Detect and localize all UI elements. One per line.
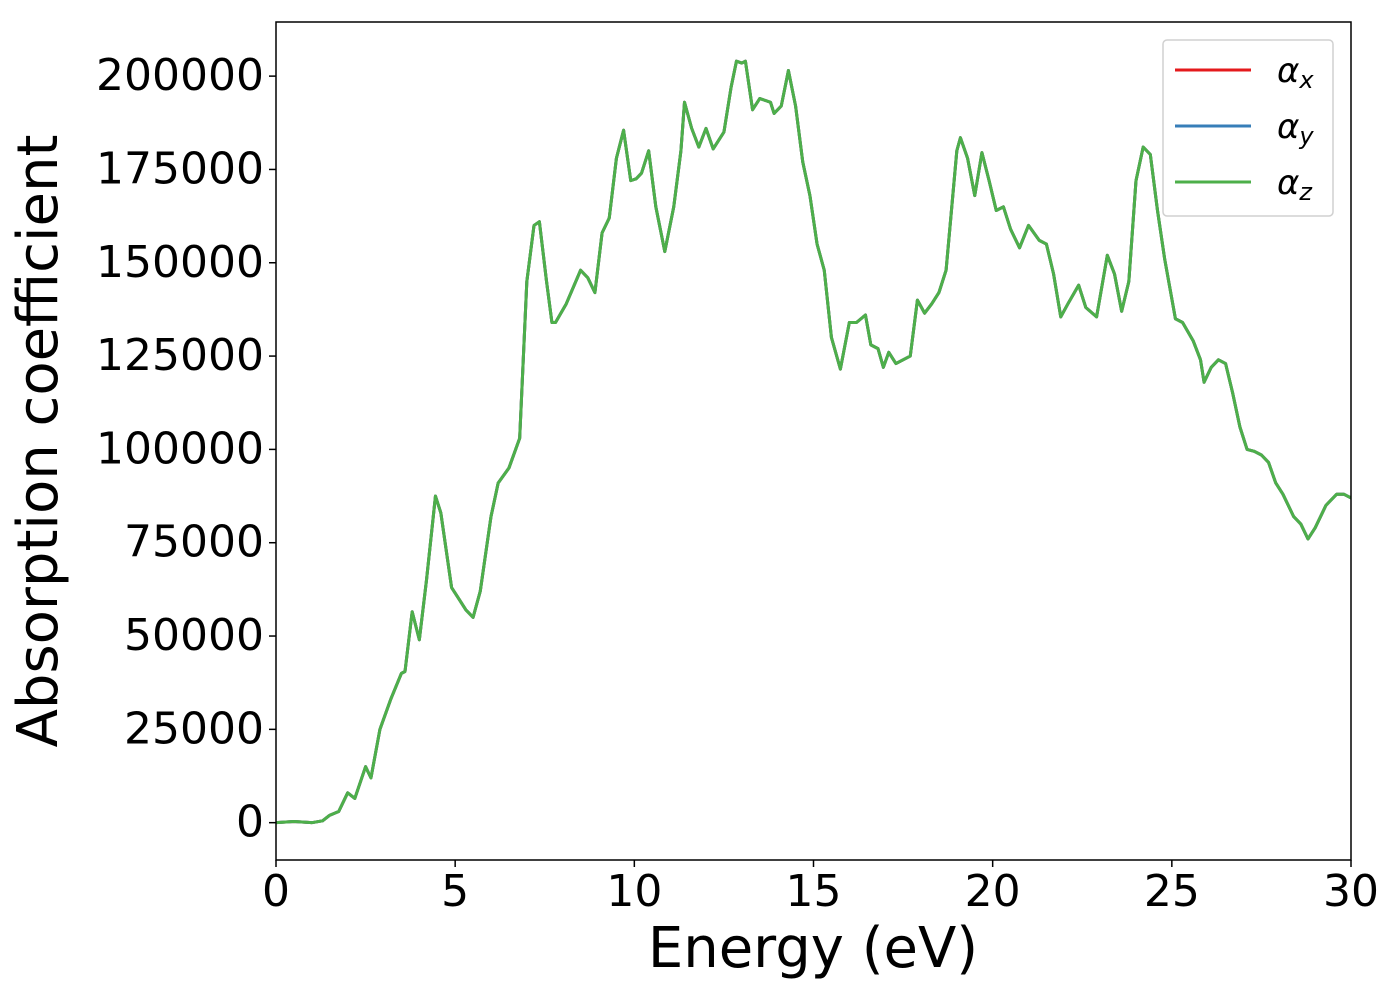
- y-tick-label: 75000: [124, 517, 264, 568]
- plot-frame: [275, 21, 1352, 861]
- y-tick-label: 0: [236, 797, 264, 848]
- x-tick-label: 15: [786, 866, 842, 917]
- x-tick-label: 5: [441, 866, 469, 917]
- y-tick-label: 200000: [96, 50, 264, 101]
- y-tick-label: 125000: [96, 330, 264, 381]
- y-tick-label: 175000: [96, 143, 264, 194]
- legend-label: αx: [1277, 51, 1314, 95]
- x-tick-label: 0: [262, 866, 290, 917]
- x-axis-label: Energy (eV): [648, 916, 978, 981]
- y-tick-label: 150000: [96, 237, 264, 288]
- x-tick-label: 20: [965, 866, 1021, 917]
- series-line: [276, 59, 1351, 825]
- x-tick-label: 10: [606, 866, 662, 917]
- legend-box: [1162, 39, 1334, 217]
- y-tick-label: 25000: [124, 703, 264, 754]
- y-axis-label: Absorption coefficient: [6, 135, 71, 748]
- y-tick-label: 50000: [124, 610, 264, 661]
- x-tick-label: 25: [1144, 866, 1200, 917]
- y-tick-label: 100000: [96, 423, 264, 474]
- legend-label: αz: [1277, 163, 1313, 207]
- legend-label: αy: [1277, 107, 1314, 151]
- x-tick-label: 30: [1323, 866, 1379, 917]
